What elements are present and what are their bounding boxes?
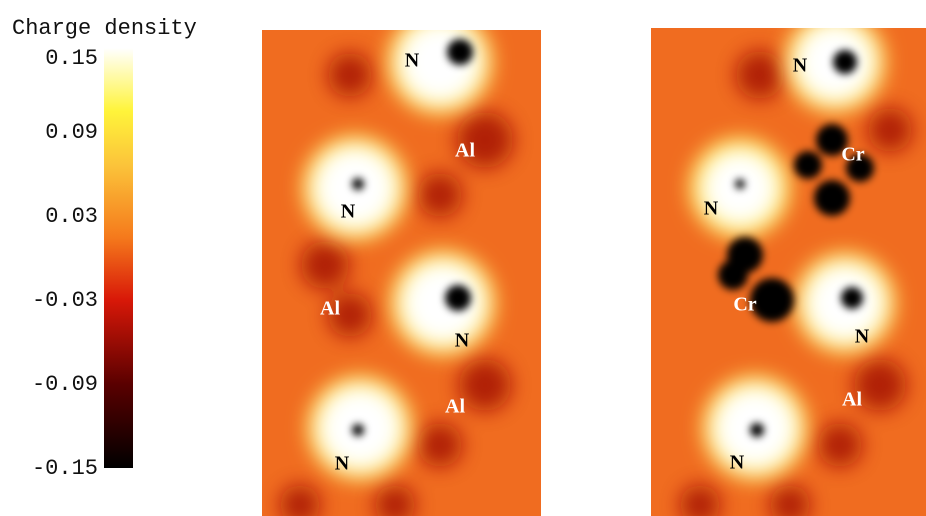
atom-label: N <box>405 50 420 72</box>
colorbar-tick-label: -0.03 <box>32 288 98 313</box>
atom-label: N <box>793 55 808 77</box>
colorbar <box>104 48 133 468</box>
atom-label: Al <box>455 140 475 162</box>
colorbar-tick-label: 0.15 <box>45 46 98 71</box>
atom-label: Al <box>445 396 465 418</box>
atom-label: Cr <box>841 144 864 166</box>
colorbar-tick-label: 0.03 <box>45 204 98 229</box>
panel-left: N Al N Al N Al N <box>262 10 541 516</box>
figure: Charge density 0.15 0.09 0.03 -0.03 -0.09 -0.… <box>0 0 926 516</box>
atom-label: N <box>704 198 719 220</box>
atom-label: Cr <box>733 294 756 316</box>
colorbar-tick-label: -0.09 <box>32 372 98 397</box>
atom-label: N <box>730 452 745 474</box>
colorbar-tick-label: 0.09 <box>45 120 98 145</box>
panel-right: N Cr N Cr N Al N <box>651 12 926 516</box>
atom-label: N <box>341 201 356 223</box>
colorbar-title: Charge density <box>12 16 197 41</box>
atom-label: Al <box>842 389 862 411</box>
atom-label: N <box>455 330 470 352</box>
atom-label: N <box>335 453 350 475</box>
colorbar-tick-label: -0.15 <box>32 456 98 481</box>
atom-label: Al <box>320 298 340 320</box>
atom-label: N <box>855 326 870 348</box>
